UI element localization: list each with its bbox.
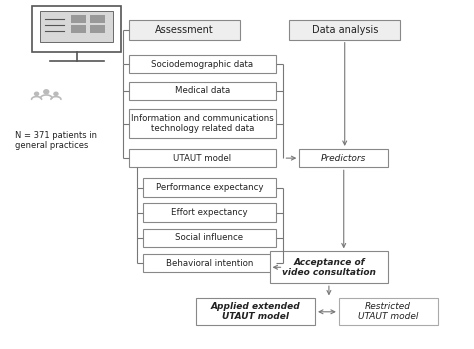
Text: Restricted
UTAUT model: Restricted UTAUT model — [358, 302, 419, 321]
FancyBboxPatch shape — [71, 15, 86, 23]
Text: Acceptance of
video consultation: Acceptance of video consultation — [282, 258, 376, 277]
FancyBboxPatch shape — [143, 178, 275, 197]
FancyBboxPatch shape — [129, 110, 275, 138]
Circle shape — [53, 91, 59, 96]
Text: Applied extended
UTAUT model: Applied extended UTAUT model — [211, 302, 301, 321]
FancyBboxPatch shape — [129, 55, 275, 73]
Text: Data analysis: Data analysis — [311, 25, 378, 35]
Text: Assessment: Assessment — [155, 25, 214, 35]
Text: Sociodemographic data: Sociodemographic data — [151, 60, 254, 68]
Circle shape — [43, 89, 49, 95]
Text: Behavioral intention: Behavioral intention — [165, 259, 253, 268]
Text: Medical data: Medical data — [175, 87, 230, 95]
FancyBboxPatch shape — [339, 298, 438, 325]
FancyBboxPatch shape — [32, 6, 121, 52]
FancyBboxPatch shape — [90, 25, 105, 33]
FancyBboxPatch shape — [143, 203, 275, 222]
FancyBboxPatch shape — [129, 20, 240, 40]
Text: Effort expectancy: Effort expectancy — [171, 208, 247, 217]
Text: N = 371 patients in
general practices: N = 371 patients in general practices — [15, 131, 97, 150]
FancyBboxPatch shape — [40, 11, 113, 42]
Text: Information and communications
technology related data: Information and communications technolog… — [131, 114, 274, 133]
Text: Social influence: Social influence — [175, 233, 243, 243]
FancyBboxPatch shape — [129, 82, 275, 100]
FancyBboxPatch shape — [197, 298, 315, 325]
FancyBboxPatch shape — [90, 15, 105, 23]
FancyBboxPatch shape — [129, 149, 275, 168]
FancyBboxPatch shape — [71, 25, 86, 33]
Text: UTAUT model: UTAUT model — [173, 154, 231, 163]
Text: Predictors: Predictors — [321, 154, 366, 163]
FancyBboxPatch shape — [143, 229, 275, 247]
Text: Performance expectancy: Performance expectancy — [155, 183, 263, 192]
FancyBboxPatch shape — [143, 254, 275, 272]
Circle shape — [34, 91, 39, 96]
FancyBboxPatch shape — [270, 251, 388, 283]
FancyBboxPatch shape — [290, 20, 400, 40]
FancyBboxPatch shape — [299, 149, 388, 168]
